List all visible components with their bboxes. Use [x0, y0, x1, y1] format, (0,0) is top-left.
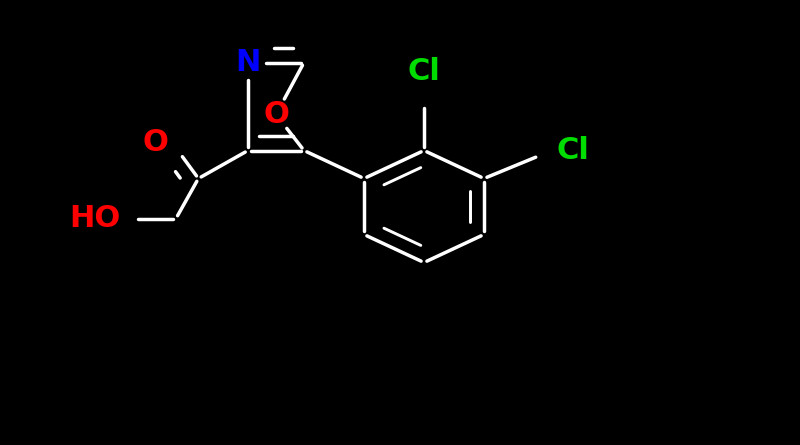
- Text: N: N: [235, 48, 261, 77]
- Text: Cl: Cl: [556, 136, 589, 165]
- Text: O: O: [263, 100, 289, 129]
- Text: O: O: [142, 128, 168, 157]
- Text: Cl: Cl: [407, 57, 441, 86]
- Text: HO: HO: [69, 204, 120, 233]
